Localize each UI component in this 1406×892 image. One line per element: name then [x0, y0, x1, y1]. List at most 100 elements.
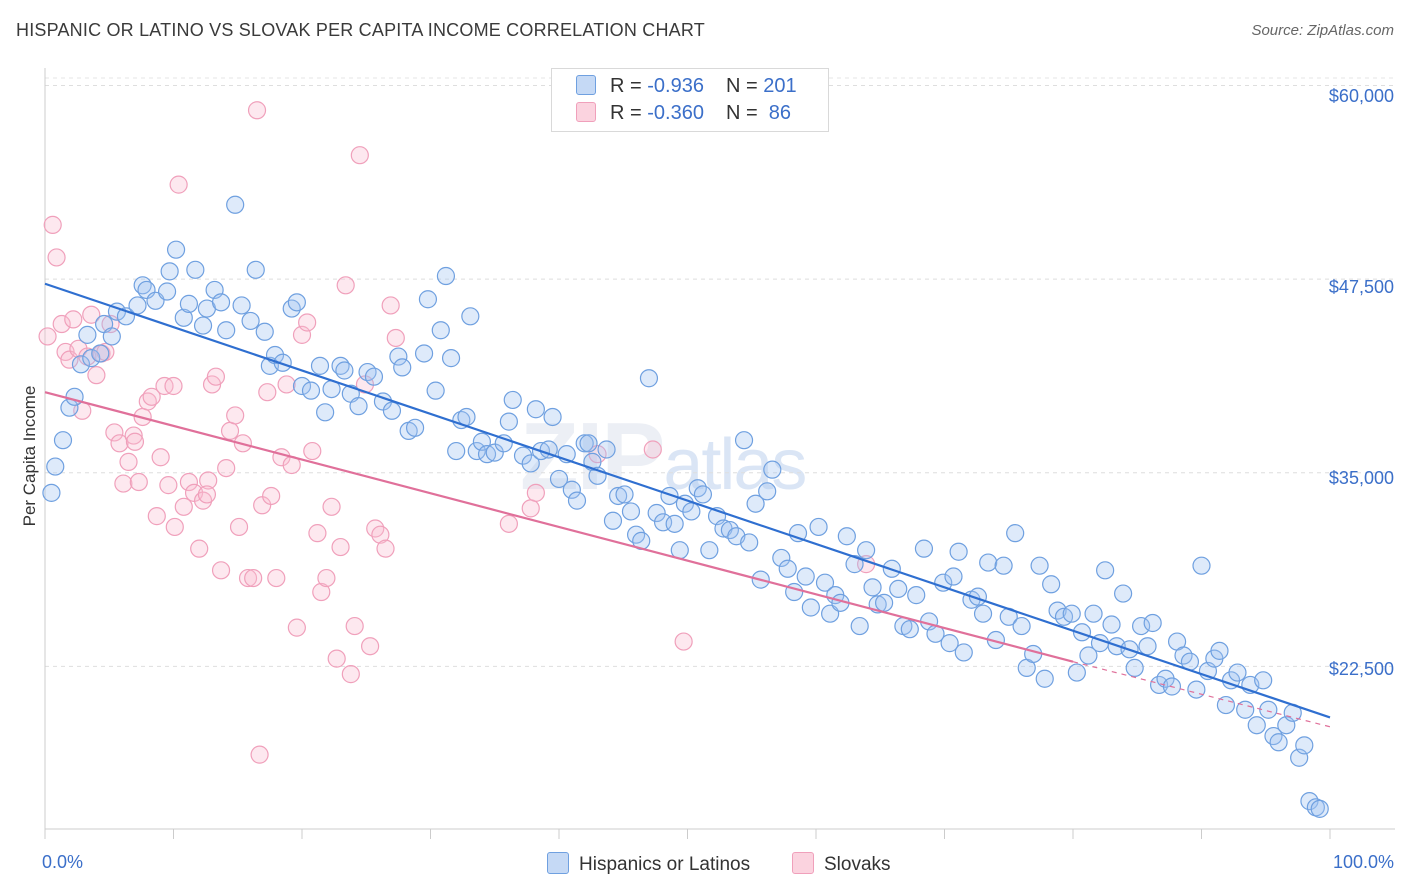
slovak-point — [674, 632, 693, 651]
hispanic-point — [603, 511, 623, 530]
hispanic-point — [426, 381, 445, 400]
hispanic-point — [382, 401, 402, 420]
slovak-trend-line-dashed — [1072, 661, 1331, 728]
hispanic-point — [772, 548, 791, 568]
hispanic-point — [609, 486, 628, 506]
hispanic-point — [954, 643, 973, 662]
hispanic-point — [431, 321, 450, 340]
slovak-point — [303, 441, 322, 461]
hispanic-point — [746, 494, 765, 513]
hispanic-point — [1132, 616, 1151, 636]
hispanic-point — [102, 327, 121, 346]
hispanic-point — [763, 460, 782, 479]
hispanic-point — [513, 446, 533, 465]
hispanic-point — [1192, 556, 1211, 575]
hispanic-point — [316, 403, 335, 422]
slovak-point — [110, 434, 129, 453]
hispanic-point — [1084, 604, 1103, 623]
hispanic-point — [809, 517, 828, 537]
legend-r-label: R = — [610, 102, 648, 124]
hispanic-point — [549, 469, 569, 489]
hispanic-point — [477, 445, 497, 464]
hispanic-point — [907, 586, 926, 605]
legend-row-slovak: R = -0.360 N = 86 — [576, 102, 791, 126]
hispanic-point — [255, 322, 274, 341]
slovak-point — [327, 649, 346, 668]
hispanic-point — [418, 290, 438, 309]
slovak-point — [114, 474, 133, 493]
bottom-legend-label: Hispanics or Latinos — [579, 854, 751, 875]
slovak-point — [125, 432, 145, 451]
hispanic-point — [53, 431, 73, 450]
hispanic-point — [875, 593, 894, 612]
slovak-point — [336, 276, 355, 295]
chart-title: HISPANIC OR LATINO VS SLOVAK PER CAPITA … — [16, 20, 705, 40]
hispanic-point — [1187, 680, 1206, 699]
hispanic-point — [364, 367, 384, 386]
hispanic-point — [863, 578, 882, 597]
slovak-point — [206, 367, 226, 386]
hispanic-point — [1125, 658, 1144, 678]
legend-r-label: R = — [610, 75, 648, 97]
hispanic-point — [1310, 799, 1329, 818]
hispanic-point — [521, 454, 540, 473]
legend-n-label: N = — [725, 102, 764, 124]
hispanic-point — [241, 311, 260, 331]
slovak-point — [643, 440, 662, 459]
slovak-point — [361, 637, 380, 656]
hispanic-point — [1138, 637, 1157, 656]
slovak-point — [312, 582, 331, 602]
hispanic-point — [796, 567, 815, 586]
hispanic-point — [301, 381, 321, 400]
hispanic-point — [944, 567, 963, 586]
bottom-legend-label: Slovaks — [824, 854, 891, 875]
slovak-point — [64, 310, 83, 329]
stats-legend: R = -0.936 N = 201 R = -0.360 N = 86 — [551, 68, 829, 132]
slovak-point — [521, 499, 540, 518]
hispanic-point — [82, 349, 101, 368]
hispanic-point — [850, 616, 869, 636]
hispanic-point — [734, 431, 754, 450]
hispanic-point — [1035, 669, 1054, 688]
slovak-point — [499, 514, 518, 533]
slovak-point — [105, 423, 124, 442]
hispanic-point — [914, 539, 934, 558]
hispanic-point — [1259, 700, 1278, 719]
hispanic-point — [46, 457, 65, 476]
hispanic-point — [543, 407, 562, 427]
hispanic-point — [567, 491, 587, 510]
slovak-point — [317, 568, 336, 588]
hispanic-point — [405, 418, 425, 437]
slovak-point — [262, 486, 281, 506]
y-axis-label: Per Capita Income — [20, 385, 39, 527]
slovak-point — [52, 314, 71, 334]
hispanic-point — [1024, 644, 1043, 664]
bottom-legend-hispanic: Hispanics or Latinos — [547, 852, 750, 876]
slovak-point — [244, 568, 263, 588]
slovak-point — [220, 421, 240, 441]
hispanic-point — [65, 387, 84, 406]
legend-r-value: -0.936 — [647, 75, 704, 97]
hispanic-point — [815, 573, 835, 592]
slovak-point — [159, 476, 178, 495]
slovak-point — [247, 101, 267, 120]
hispanic-point — [562, 480, 581, 499]
slovak-point — [151, 448, 170, 467]
hispanic-point — [461, 307, 480, 326]
slovak-point — [38, 327, 57, 346]
slovak-point — [119, 452, 138, 471]
slovak-point — [174, 497, 193, 516]
hispanic-point — [1295, 736, 1314, 755]
hispanic-point — [693, 485, 713, 504]
hispanic-point — [758, 482, 777, 501]
hispanic-point — [1114, 584, 1133, 603]
slovak-point — [87, 366, 106, 385]
hispanic-point — [211, 293, 231, 312]
hispanic-point — [1042, 575, 1061, 594]
slovak-point — [345, 616, 364, 636]
legend-row-hispanic: R = -0.936 N = 201 — [576, 75, 797, 99]
hispanic-point — [1269, 733, 1288, 752]
hispanic-point — [979, 553, 998, 572]
hispanic-point — [837, 527, 856, 546]
slovak-trend-line — [44, 391, 1074, 663]
